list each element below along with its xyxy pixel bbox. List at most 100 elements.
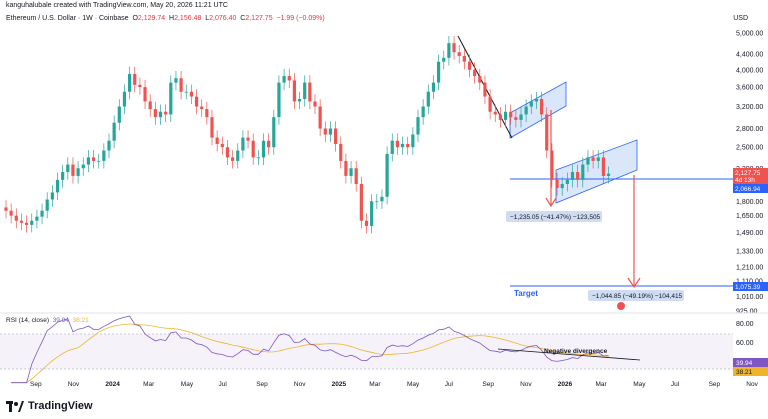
- time-axis-label: Sep: [30, 381, 42, 388]
- candle-body: [437, 61, 441, 83]
- symbol-info: Ethereum / U.S. Dollar · 1W · Coinbase O…: [6, 15, 325, 22]
- candle-body: [19, 220, 24, 223]
- candle-body: [498, 114, 502, 120]
- candle-body: [406, 143, 410, 148]
- candle-body: [241, 137, 245, 151]
- candle-body: [256, 157, 260, 159]
- price-axis-label: 1,110.00: [736, 278, 763, 285]
- candle-body: [184, 91, 188, 93]
- candle-body: [509, 111, 513, 118]
- candle-body: [277, 82, 281, 118]
- candle-body: [385, 153, 389, 197]
- time-axis-label: Sep: [256, 381, 268, 388]
- candle-body: [467, 61, 472, 70]
- price-axis[interactable]: 5,000.00 4,400.00 4,000.00 3,600.00 3,200.00…: [736, 31, 763, 316]
- price-axis-label: 5,000.00: [736, 31, 763, 38]
- candle-body: [61, 172, 65, 180]
- candle-body: [25, 222, 29, 225]
- candle-body: [236, 150, 240, 161]
- candle-body: [550, 150, 554, 180]
- candle-body: [375, 201, 379, 203]
- price-axis-label: 2,800.00: [736, 126, 763, 133]
- candle-body: [282, 76, 286, 83]
- candle-body: [225, 147, 230, 158]
- candle-body: [97, 160, 101, 162]
- candle-body: [66, 164, 70, 173]
- time-axis-label: Mar: [369, 381, 381, 388]
- measure-label-1-bg: [506, 211, 602, 222]
- candle-body: [138, 84, 142, 88]
- candle-body: [189, 91, 193, 97]
- channel-lower: [555, 139, 638, 204]
- candle-body: [35, 216, 39, 221]
- candle-body: [194, 96, 199, 107]
- candle-body: [380, 196, 384, 202]
- last-price-tag-bg: [733, 168, 768, 184]
- price-axis-label: 1,210.00: [736, 264, 763, 271]
- candle-body: [483, 82, 487, 97]
- candle-body: [503, 111, 508, 120]
- candle-body: [606, 173, 611, 176]
- rsi-tag-2: 38.21: [736, 369, 753, 376]
- candle-body: [570, 172, 575, 180]
- target-tag: 1,075.39: [735, 284, 761, 291]
- candle-body: [200, 106, 204, 110]
- candle-body: [308, 82, 312, 102]
- candle-body: [596, 157, 600, 161]
- candle-body: [334, 128, 338, 144]
- candle-body: [4, 207, 8, 211]
- low-value: 2,076.40: [209, 15, 237, 22]
- candle-body: [545, 114, 549, 151]
- candle-body: [215, 137, 219, 144]
- candle-body: [462, 55, 466, 62]
- symbol-name: Ethereum / U.S. Dollar · 1W · Coinbase: [6, 15, 129, 22]
- candle-body: [251, 140, 255, 158]
- candle-body: [323, 128, 327, 135]
- candle-body: [488, 96, 492, 112]
- price-axis-label: 1,800.00: [736, 199, 763, 206]
- divergence-line: [497, 348, 641, 361]
- time-axis-label: May: [181, 381, 194, 388]
- close-value: 2,127.75: [245, 15, 273, 22]
- candle-body: [411, 134, 415, 148]
- candle-body: [55, 179, 60, 193]
- measure-arrow-1-head: [545, 197, 557, 208]
- candle-body: [153, 109, 157, 118]
- candle-body: [164, 111, 168, 115]
- candle-body: [9, 210, 13, 216]
- time-axis[interactable]: Sep Nov 2024 Mar May Jul Sep Nov 2025 Mar May Jul Se…: [30, 381, 759, 388]
- price-axis-label: 2,500.00: [736, 145, 763, 152]
- candle-body: [179, 78, 183, 92]
- time-axis-label: Nov: [520, 381, 532, 388]
- measure-label-1: −1,235.05 (−41.47%) −123,505: [510, 214, 601, 221]
- candle-body: [457, 52, 461, 56]
- rsi-value: 39.94: [52, 317, 69, 324]
- candle-body: [169, 82, 173, 115]
- candle-body: [76, 168, 80, 176]
- time-axis-label: 2025: [332, 381, 347, 388]
- candle-body: [591, 157, 595, 161]
- candle-body: [143, 87, 147, 102]
- candle-body: [14, 215, 18, 221]
- candle-body: [370, 201, 374, 226]
- candle-body: [313, 101, 317, 107]
- candle-body: [400, 143, 405, 148]
- candle-body: [107, 140, 111, 151]
- candle-body: [560, 183, 564, 189]
- candle-body: [71, 164, 75, 176]
- price-axis-label: 4,400.00: [736, 52, 763, 59]
- candle-body: [297, 98, 302, 102]
- candle-body: [601, 157, 605, 176]
- currency-label: USD: [733, 15, 748, 22]
- countdown-tag: 4d 13h: [735, 177, 755, 184]
- candle-body: [524, 106, 528, 115]
- candle-body: [40, 210, 44, 217]
- candle-body: [442, 57, 446, 62]
- time-axis-label: May: [633, 381, 646, 388]
- time-axis-label: Nov: [68, 381, 80, 388]
- candle-body: [534, 98, 539, 102]
- candle-body: [359, 183, 363, 221]
- time-axis-label: May: [407, 381, 420, 388]
- measure-label-2-bg: [588, 290, 684, 301]
